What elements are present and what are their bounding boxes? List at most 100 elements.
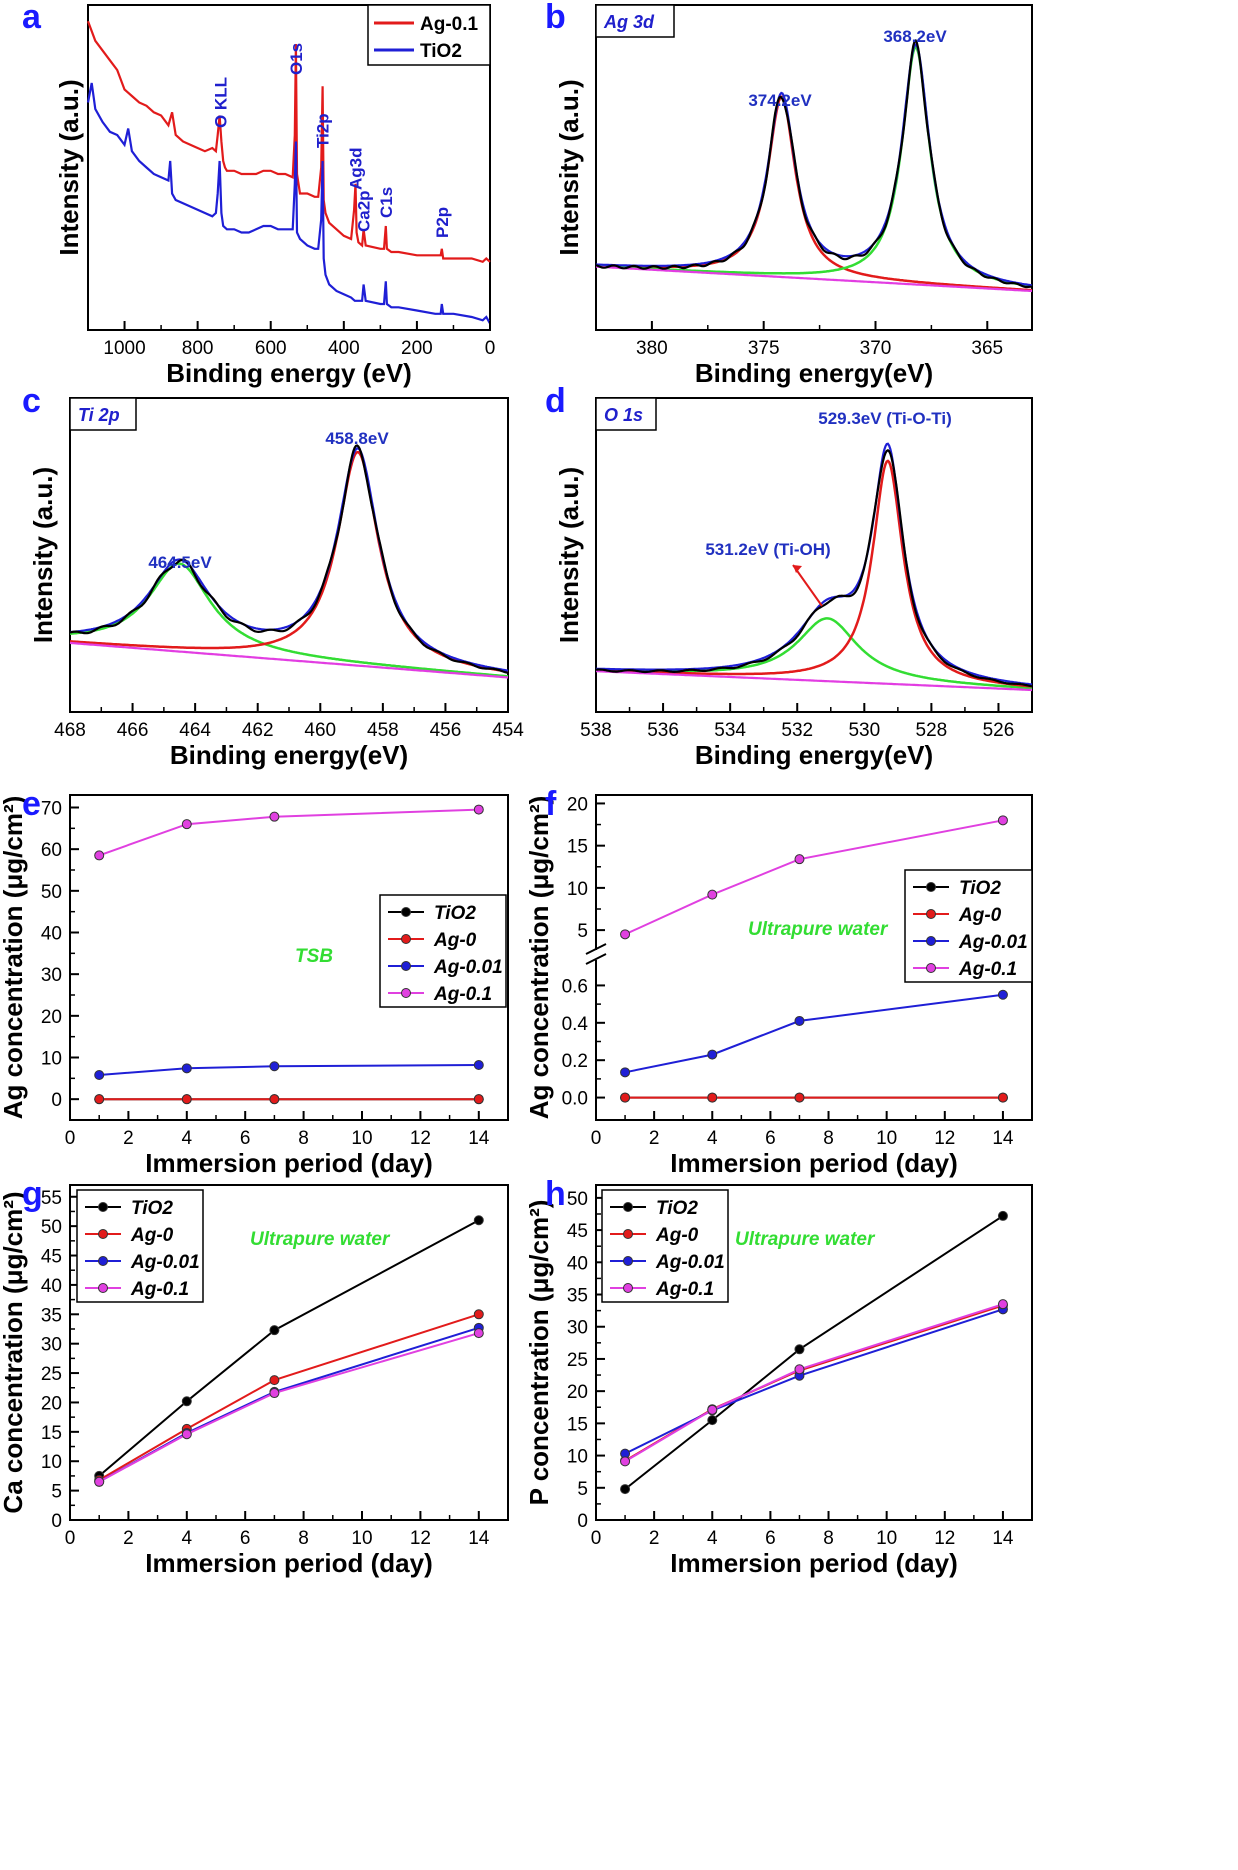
x-tick-label-c: 456: [430, 720, 462, 741]
peak-label-d: 529.3eV (Ti-O-Ti): [818, 409, 952, 428]
y-tick-label-g: 0: [51, 1511, 62, 1532]
baseline-c: [69, 641, 509, 679]
x-tick-label-c: 462: [242, 720, 274, 741]
x-tick-label-f: 14: [992, 1128, 1014, 1149]
data-point-f-3: Ag-0.1: 13.4: [794, 854, 805, 865]
panel-letter-h: h: [545, 1175, 566, 1213]
peak-annotation-a: O KLL: [211, 77, 230, 128]
x-tick-label-f: 10: [876, 1128, 897, 1149]
x-tick-label-e: 6: [240, 1128, 251, 1149]
y-tick-label-h: 50: [567, 1189, 588, 1210]
legend-label-g: Ag-0: [130, 1225, 174, 1246]
data-point-h-3: Ag-0.1: 33.5: [997, 1299, 1008, 1310]
x-tick-label-h: 6: [765, 1528, 776, 1549]
data-point-f-2: Ag-0.01: 0.55: [997, 989, 1008, 1000]
x-axis-title-d: Binding energy(eV): [695, 740, 933, 770]
x-tick-label-e: 10: [351, 1128, 372, 1149]
series-line-e-3: Ag-0.1: [98, 808, 479, 857]
y-tick-label-f: 0.0: [562, 1089, 588, 1110]
legend-label-e: Ag-0: [433, 930, 477, 951]
medium-label-e: TSB: [295, 946, 333, 967]
data-point-g-0: TiO2: 32.3: [269, 1325, 280, 1336]
data-point-e-3: Ag-0.1: 66: [181, 819, 192, 830]
legend-marker-f: [926, 936, 936, 946]
legend-label-h: Ag-0.1: [655, 1279, 714, 1300]
data-point-e-2: Ag-0.01: 5.8: [94, 1070, 105, 1080]
x-tick-label-e: 4: [182, 1128, 193, 1149]
spectrum-tag-d: O 1s: [604, 405, 643, 425]
x-tick-label-f: 4: [707, 1128, 718, 1149]
x-tick-label-c: 458: [367, 720, 399, 741]
x-tick-label-a: 1000: [103, 338, 145, 359]
x-tick-label-f: 8: [823, 1128, 834, 1149]
fit-component-c-1: [69, 450, 509, 673]
series-line-g-3: Ag-0.1: [98, 1332, 480, 1483]
y-axis-title-f: Ag concentration (μg/cm²): [524, 796, 554, 1120]
legend-box-g: [76, 1189, 204, 1303]
x-tick-label-d: 534: [714, 720, 746, 741]
x-tick-label-c: 464: [179, 720, 211, 741]
y-tick-label-e: 40: [41, 924, 62, 945]
legend-marker-e: [401, 907, 411, 917]
y-tick-label-h: 0: [577, 1511, 588, 1532]
data-point-f-1: Ag-0: 0: [794, 1092, 805, 1103]
panel-letter-g: g: [22, 1175, 43, 1213]
peak-label-c: 464.5eV: [148, 553, 212, 572]
y-tick-label-h: 5: [577, 1479, 588, 1500]
x-tick-label-f: 12: [934, 1128, 955, 1149]
data-point-f-3: Ag-0.1: 4.5: [620, 929, 631, 940]
plot-frame-e: [69, 794, 509, 1121]
y-tick-label-h: 20: [567, 1382, 588, 1403]
x-axis-title-c: Binding energy(eV): [170, 740, 408, 770]
x-axis-title-f: Immersion period (day): [670, 1148, 958, 1178]
peak-annotation-a: O1s: [287, 43, 306, 75]
spectrum-tag-box-c: [69, 397, 137, 431]
y-axis-title-g: Ca concentration (μg/cm²): [0, 1191, 28, 1513]
plot-frame-g: [69, 1184, 509, 1521]
legend-label-f: Ag-0.1: [958, 959, 1017, 980]
peak-annotation-a: Ca2p: [355, 190, 374, 232]
panel-letter-e: e: [22, 785, 41, 823]
legend-label-h: Ag-0.01: [655, 1252, 725, 1273]
data-point-e-1: Ag-0: 0: [181, 1094, 192, 1105]
series-line-a-1: TiO2: [86, 82, 491, 325]
raw-spectrum-b: [595, 38, 1033, 289]
legend-label-g: Ag-0.01: [130, 1252, 200, 1273]
x-tick-label-b: 370: [860, 338, 892, 359]
legend-marker-f: [926, 909, 936, 919]
y-tick-label-g: 55: [41, 1188, 62, 1209]
y-tick-label-g: 45: [41, 1247, 62, 1268]
panel-letter-d: d: [545, 382, 566, 420]
medium-label-h: Ultrapure water: [735, 1229, 876, 1250]
axis-break-gap-f: [584, 950, 608, 960]
legend-label-h: TiO2: [656, 1198, 698, 1219]
raw-spectrum-c: [69, 444, 509, 674]
legend-box-a: [367, 4, 491, 66]
data-point-g-3: Ag-0.1: 21.6: [269, 1388, 280, 1399]
x-tick-label-d: 530: [848, 720, 880, 741]
y-tick-label-h: 15: [567, 1414, 588, 1435]
y-axis-title-a: Intensity (a.u.): [54, 79, 84, 255]
x-tick-label-g: 8: [298, 1528, 309, 1549]
x-tick-label-h: 12: [934, 1528, 955, 1549]
x-tick-label-e: 0: [65, 1128, 76, 1149]
series-line-h-0: TiO2: [624, 1215, 1004, 1490]
legend-label-h: Ag-0: [655, 1225, 699, 1246]
y-tick-label-f: 15: [567, 837, 588, 858]
x-tick-label-c: 454: [492, 720, 524, 741]
spectrum-tag-b: Ag 3d: [603, 12, 655, 32]
data-point-f-3: Ag-0.1: 18: [997, 815, 1008, 826]
x-tick-label-a: 200: [401, 338, 433, 359]
data-point-e-2: Ag-0.01: 7.9: [269, 1061, 280, 1072]
data-point-h-3: Ag-0.1: 9.1: [620, 1456, 631, 1467]
series-line-a-0: Ag-0.1: [86, 20, 491, 264]
legend-marker-g: [98, 1229, 108, 1239]
panel-letter-a: a: [22, 0, 42, 36]
x-tick-label-g: 14: [468, 1528, 490, 1549]
y-tick-label-h: 30: [567, 1318, 588, 1339]
x-tick-label-g: 12: [410, 1528, 431, 1549]
x-tick-label-b: 380: [636, 338, 668, 359]
plot-frame-b: [595, 4, 1033, 331]
data-point-h-0: TiO2: 26.5: [794, 1344, 805, 1355]
x-tick-label-g: 6: [240, 1528, 251, 1549]
